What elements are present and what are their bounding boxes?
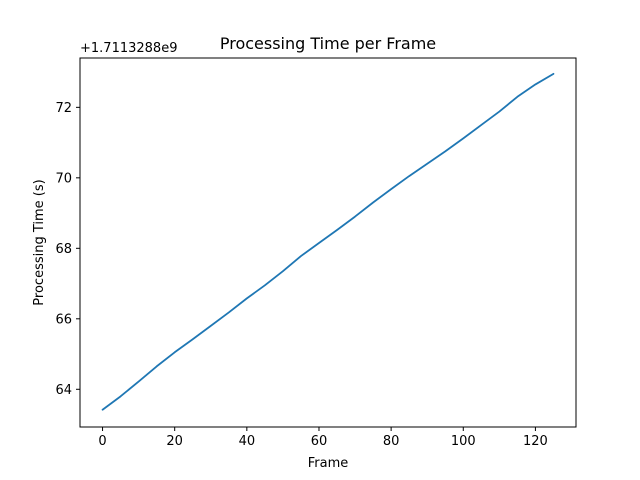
y-tick-label: 70	[55, 171, 72, 186]
x-tick-label: 100	[451, 434, 476, 449]
x-tick-label: 40	[239, 434, 256, 449]
series-line	[101, 72, 555, 411]
x-tick-label: 120	[523, 434, 548, 449]
x-tick-label: 60	[311, 434, 328, 449]
chart-title: Processing Time per Frame	[220, 34, 436, 53]
y-offset-label: +1.7113288e9	[80, 41, 177, 56]
x-tick-label: 80	[383, 434, 400, 449]
y-tick-label: 64	[55, 383, 72, 398]
y-tick-label: 68	[55, 242, 72, 257]
x-tick-label: 0	[98, 434, 106, 449]
y-tick-label: 66	[55, 312, 72, 327]
axes-frame	[79, 57, 577, 428]
y-axis: 64 66 68 70 72	[55, 101, 80, 398]
y-axis-label: Processing Time (s)	[32, 179, 47, 305]
x-axis: 0 20 40 60 80 100 120	[98, 427, 548, 449]
series-layer	[101, 72, 555, 411]
y-tick-label: 72	[55, 101, 72, 116]
x-axis-label: Frame	[308, 456, 349, 471]
x-tick-label: 20	[166, 434, 183, 449]
